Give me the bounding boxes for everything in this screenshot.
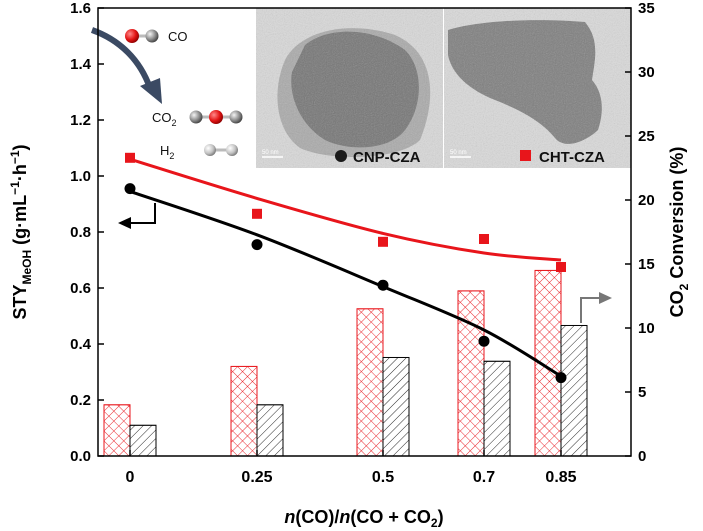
fit-lines [129,157,562,378]
molecule-label-co: CO [168,29,188,44]
y-left-tick-label-7: 1.4 [70,56,92,73]
y-left-tick-label-3: 0.6 [70,280,91,297]
bar-cnp-cza-0 [129,424,157,457]
tem-scale-label-2: 50 nm [450,150,467,156]
x-tick-label-3: 0.7 [473,469,495,486]
y-right-tick-label-1: 5 [638,384,646,401]
y-right-tick-label-5: 25 [638,128,655,145]
co2-oxygen-atom-2 [229,110,243,124]
y-right-tick-label-3: 15 [638,256,655,273]
y-right-tick-label-4: 20 [638,192,655,209]
point-cnp-cza-4 [555,372,567,384]
x-axis-title: n(CO)/n(CO + CO2) [284,507,443,530]
legend-label-cnp: CNP-CZA [353,149,421,166]
y-left-tick-label-4: 0.8 [70,224,91,241]
tem-inset: 50 nm 50 nm CNP-CZA CHT-CZA [256,8,631,168]
point-cht-cza-2 [378,236,388,247]
point-cht-cza-0 [125,152,135,163]
right-axis-arrow [580,292,612,323]
co-oxygen-atom [125,29,139,43]
point-cht-cza-3 [479,234,489,244]
molecule-illustration: CO CO2 H2 [90,27,243,161]
y-left-tick-label-1: 0.2 [70,392,91,409]
co2-oxygen-atom-1 [189,110,203,124]
bar-cht-cza-2 [356,308,384,457]
left-axis-arrow [118,203,156,229]
y-right-tick-label-0: 0 [638,448,646,465]
x-tick-label-4: 0.85 [545,469,576,486]
h2-atom-1 [204,144,216,156]
point-cht-cza-1 [252,208,262,219]
bar-cnp-cza-2 [382,356,410,457]
legend-marker-cnp [335,150,347,162]
legend-label-cht: CHT-CZA [539,149,605,166]
bar-cnp-cza-1 [256,404,284,457]
bar-cht-cza-1 [230,365,258,457]
y-right-tick-label-2: 10 [638,320,655,337]
reaction-arrow [90,27,153,90]
point-cht-cza-4 [556,262,566,272]
y-left-tick-label-8: 1.6 [70,0,91,17]
y-left-tick-label-0: 0.0 [70,448,91,465]
y-right-tick-label-6: 30 [638,64,655,81]
x-tick-label-2: 0.5 [372,469,394,486]
co-carbon-atom [145,29,159,43]
axis-ticks: 0.0 0.2 0.4 0.6 0.8 1.0 1.2 1.4 1.6 0 5 10 15 20 25 30 3… [70,0,655,486]
bar-cnp-cza-3 [483,360,511,457]
y-left-tick-label-5: 1.0 [70,168,91,185]
point-cnp-cza-0 [124,183,136,195]
y-left-tick-label-6: 1.2 [70,112,91,129]
molecule-label-co2: CO2 [152,110,177,128]
y-right-tick-label-7: 35 [638,0,655,17]
y-left-tick-label-2: 0.4 [70,336,92,353]
fit-line-cht-cza [129,157,562,262]
point-cnp-cza-3 [478,335,490,347]
fit-line-cnp-cza [129,189,562,378]
bar-cht-cza-0 [103,404,131,457]
reaction-arrowhead [140,78,162,104]
sty-points [124,152,567,384]
x-tick-label-0: 0 [126,469,135,486]
x-tick-label-1: 0.25 [241,469,272,486]
molecule-label-h2: H2 [160,143,174,161]
h2-atom-2 [226,144,238,156]
bar-cnp-cza-4 [560,324,588,457]
conversion-bars [103,269,588,457]
point-cnp-cza-1 [251,239,263,251]
y-axis-left-title: STYMeOH (g·mL−1·h−1) [8,144,34,319]
y-axis-right-title: CO2 Conversion (%) [667,147,691,318]
co2-carbon-atom [209,110,223,124]
legend-marker-cht [520,150,531,161]
point-cnp-cza-2 [377,279,389,291]
tem-scale-label-1: 50 nm [262,150,279,156]
bar-cht-cza-3 [457,290,485,457]
